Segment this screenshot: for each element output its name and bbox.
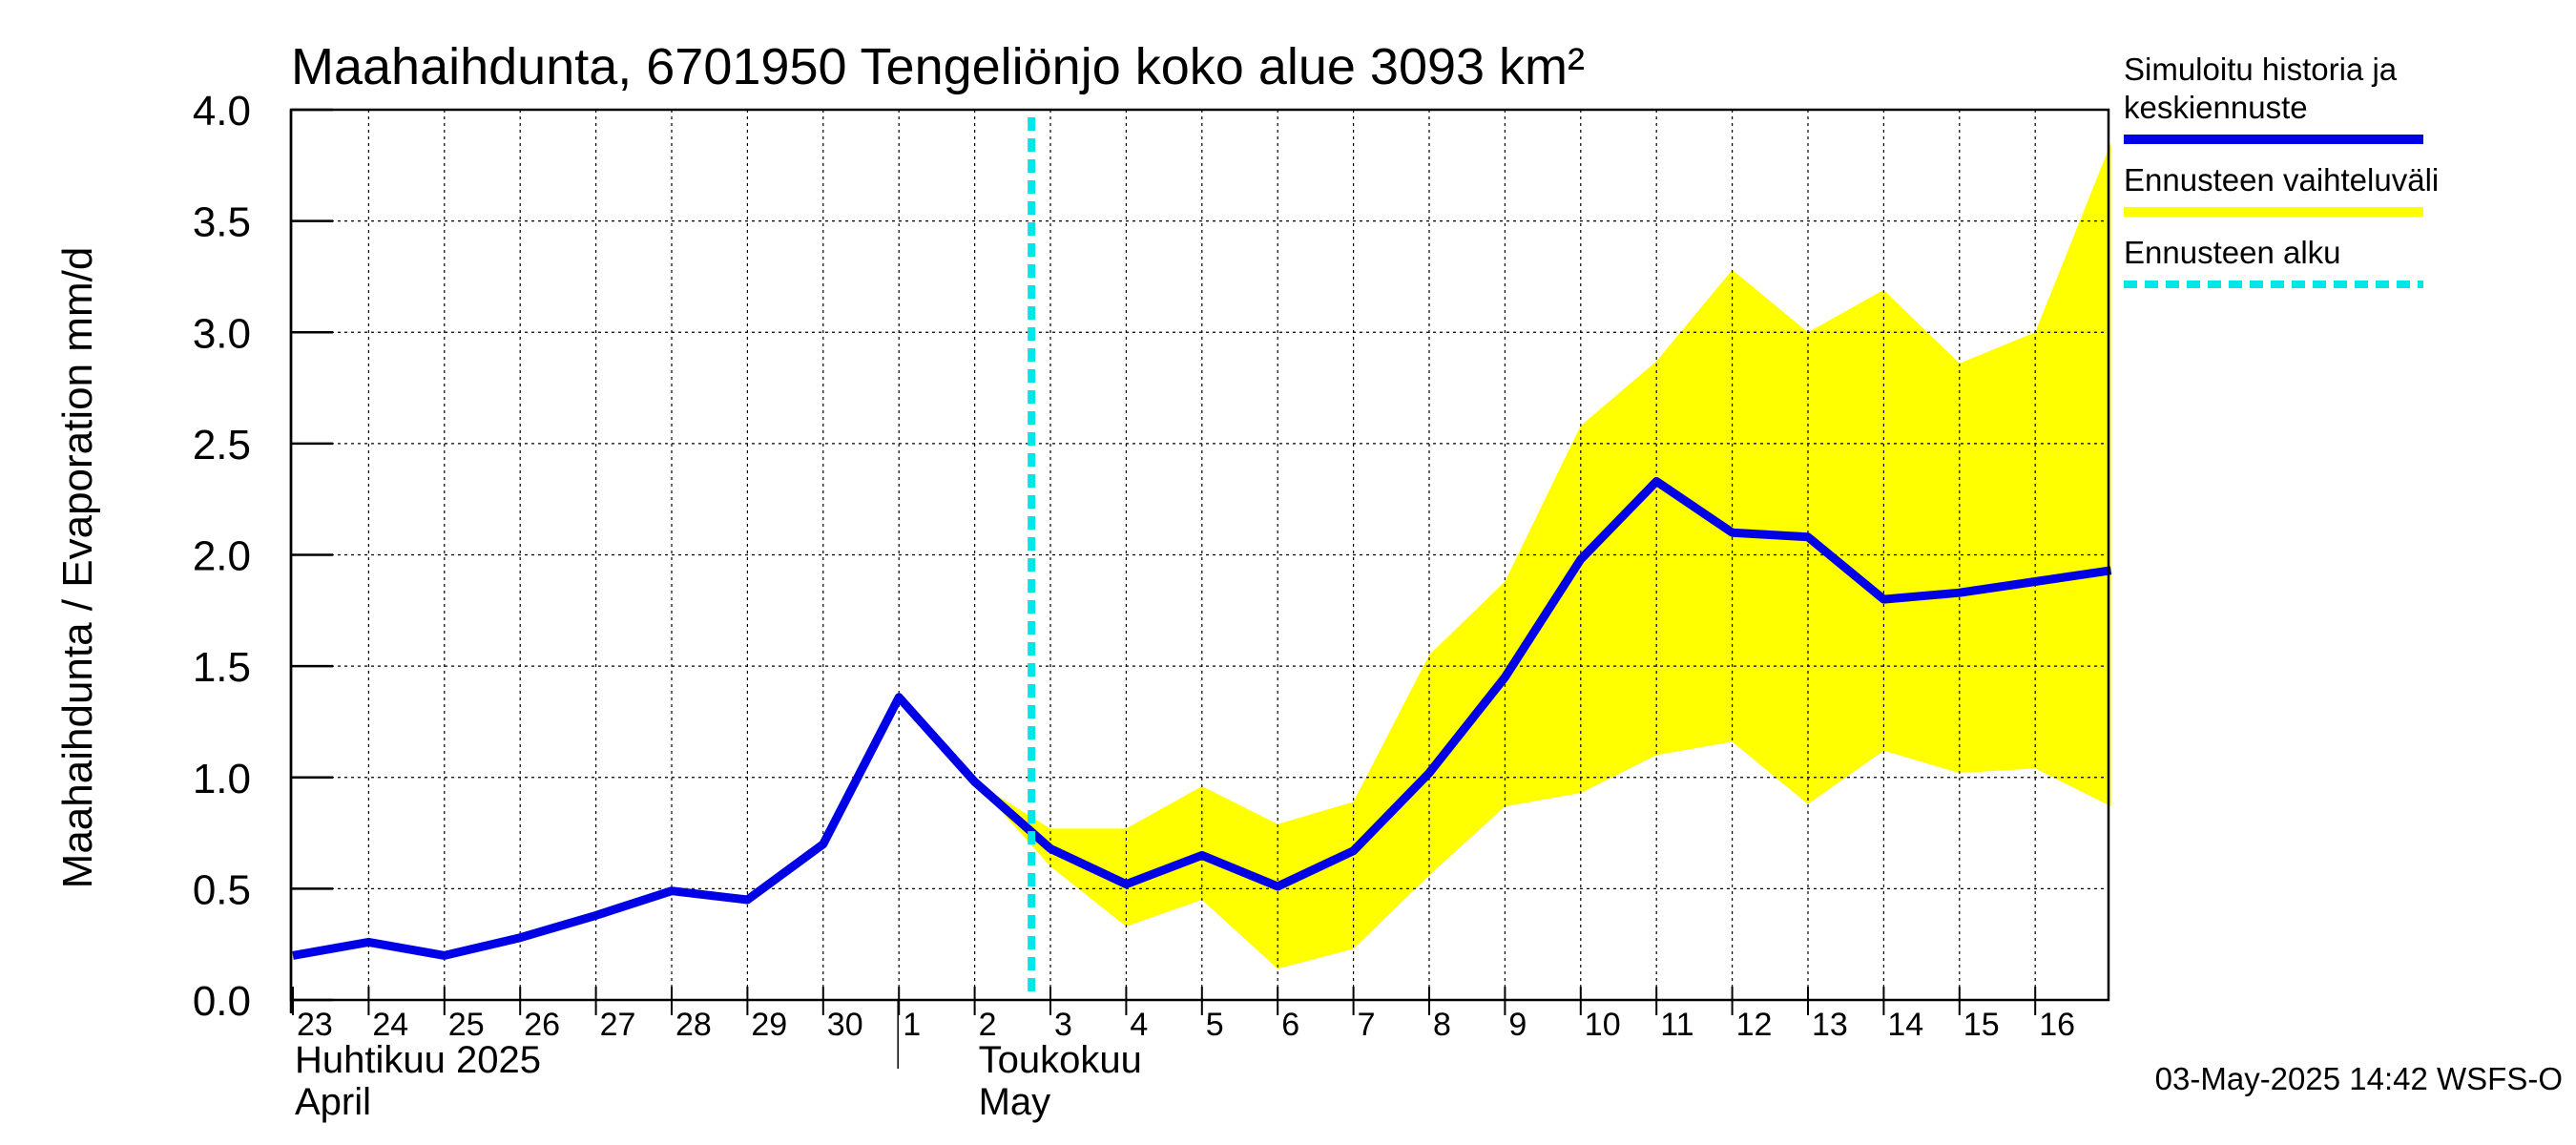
x-tick-label: 26 (524, 1007, 560, 1043)
x-tick-label: 7 (1358, 1007, 1376, 1043)
x-tick-label: 4 (1130, 1007, 1148, 1043)
x-tick-label: 6 (1281, 1007, 1299, 1043)
x-tick-label: 9 (1508, 1007, 1527, 1043)
y-tick-label: 1.0 (193, 756, 251, 802)
x-tick-label: 29 (751, 1007, 787, 1043)
x-tick-label: 3 (1054, 1007, 1072, 1043)
x-tick-label: 23 (297, 1007, 333, 1043)
x-tick-label: 24 (372, 1007, 408, 1043)
y-axis-label: Maahaihdunta / Evaporation mm/d (54, 247, 101, 889)
x-tick-label: 2 (979, 1007, 997, 1043)
month-label: April (295, 1081, 371, 1123)
series-layer (292, 117, 2112, 1000)
forecast-range-band (974, 143, 2111, 969)
series-line-0 (292, 477, 2112, 960)
legend-entry-label: Ennusteen vaihteluväli (2124, 162, 2439, 198)
chart-title: Maahaihdunta, 6701950 Tengeliönjo koko a… (291, 38, 1585, 95)
x-tick-label: 10 (1585, 1007, 1621, 1043)
legend-entry-label: Simuloitu historia ja (2124, 52, 2398, 87)
y-tick-label: 4.0 (193, 88, 251, 135)
x-tick-label: 16 (2039, 1007, 2075, 1043)
legend-entry-label: keskiennuste (2124, 90, 2308, 125)
y-tick-label: 2.5 (193, 422, 251, 468)
month-label: Huhtikuu 2025 (295, 1039, 541, 1081)
x-tick-label: 25 (448, 1007, 485, 1043)
month-label: Toukokuu (979, 1039, 1142, 1081)
y-axis-ticks: 0.0 0.5 1.0 1.5 2.0 2.5 3.0 3.5 4.0 (193, 88, 333, 1025)
y-tick-label: 1.5 (193, 644, 251, 691)
y-tick-label: 3.0 (193, 310, 251, 357)
x-tick-label: 8 (1433, 1007, 1451, 1043)
y-tick-label: 2.0 (193, 533, 251, 580)
x-tick-label: 1 (903, 1007, 921, 1043)
x-tick-label: 13 (1812, 1007, 1848, 1043)
x-axis-ticks: 23 24 25 26 27 28 29 30 1 2 3 4 5 6 7 8 9 10 11 12 13 14 15 16 (292, 987, 2075, 1043)
timestamp-label: 03-May-2025 14:42 WSFS-O (2155, 1061, 2563, 1096)
x-tick-label: 5 (1206, 1007, 1224, 1043)
grid-lines (291, 110, 2109, 1000)
x-tick-label: 30 (827, 1007, 863, 1043)
y-tick-label: 3.5 (193, 199, 251, 246)
y-tick-label: 0.0 (193, 978, 251, 1025)
x-tick-label: 28 (675, 1007, 712, 1043)
month-label: May (979, 1081, 1051, 1123)
x-tick-label: 27 (600, 1007, 636, 1043)
x-tick-label: 12 (1736, 1007, 1773, 1043)
legend-entry-label: Ennusteen alku (2124, 235, 2341, 270)
x-tick-label: 14 (1887, 1007, 1923, 1043)
y-tick-label: 0.5 (193, 866, 251, 913)
x-tick-label: 11 (1660, 1007, 1693, 1043)
forecast-range-area (974, 143, 2111, 969)
x-tick-label: 15 (1963, 1007, 2000, 1043)
